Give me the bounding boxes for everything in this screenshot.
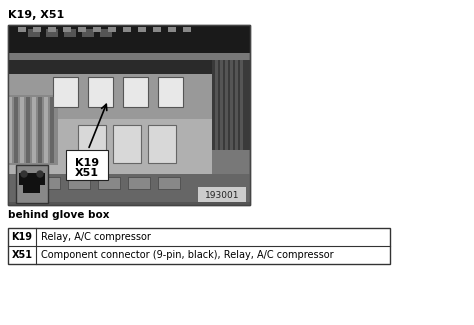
- Bar: [38, 97, 42, 163]
- Bar: [8, 95, 58, 165]
- Bar: [33, 27, 41, 32]
- Bar: [225, 60, 228, 150]
- Bar: [48, 27, 56, 32]
- Bar: [158, 177, 180, 189]
- Bar: [78, 27, 86, 32]
- Text: 193001: 193001: [205, 190, 239, 200]
- Bar: [46, 29, 58, 37]
- Bar: [138, 27, 146, 32]
- Bar: [68, 177, 90, 189]
- Bar: [64, 29, 76, 37]
- Bar: [8, 228, 390, 264]
- Text: Relay, A/C compressor: Relay, A/C compressor: [41, 232, 151, 242]
- Bar: [113, 125, 141, 163]
- Text: K19: K19: [11, 232, 33, 242]
- Circle shape: [21, 171, 27, 177]
- Circle shape: [37, 171, 43, 177]
- Bar: [82, 29, 94, 37]
- Bar: [198, 187, 246, 202]
- Bar: [20, 97, 24, 163]
- Bar: [38, 177, 60, 189]
- Bar: [100, 29, 112, 37]
- Bar: [8, 119, 212, 174]
- Bar: [212, 60, 250, 150]
- Bar: [32, 97, 36, 163]
- Bar: [148, 125, 176, 163]
- Bar: [8, 202, 250, 205]
- Bar: [28, 29, 40, 37]
- Bar: [63, 27, 71, 32]
- Bar: [230, 60, 233, 150]
- Text: K19: K19: [75, 158, 99, 168]
- Bar: [240, 60, 243, 150]
- Text: K19, X51: K19, X51: [8, 10, 64, 20]
- Bar: [8, 174, 250, 202]
- Bar: [128, 177, 150, 189]
- Bar: [215, 60, 218, 150]
- Bar: [8, 74, 250, 119]
- Text: Component connector (9-pin, black), Relay, A/C compressor: Component connector (9-pin, black), Rela…: [41, 250, 334, 260]
- Bar: [26, 97, 30, 163]
- Bar: [78, 125, 106, 163]
- Bar: [8, 25, 250, 53]
- Bar: [8, 97, 12, 163]
- Bar: [19, 173, 45, 185]
- Bar: [123, 77, 148, 107]
- Bar: [123, 27, 131, 32]
- Bar: [23, 183, 40, 193]
- Bar: [44, 97, 48, 163]
- Bar: [8, 25, 250, 205]
- Text: X51: X51: [75, 168, 99, 178]
- Bar: [18, 27, 26, 32]
- Bar: [93, 27, 101, 32]
- Bar: [14, 97, 18, 163]
- Bar: [158, 77, 183, 107]
- Bar: [50, 97, 54, 163]
- Bar: [88, 77, 113, 107]
- Bar: [235, 60, 238, 150]
- Bar: [8, 60, 250, 74]
- Bar: [220, 60, 223, 150]
- Bar: [53, 77, 78, 107]
- Bar: [183, 27, 191, 32]
- Bar: [153, 27, 161, 32]
- Bar: [8, 25, 250, 205]
- Text: X51: X51: [11, 250, 33, 260]
- Bar: [168, 27, 176, 32]
- Bar: [98, 177, 120, 189]
- Bar: [108, 27, 116, 32]
- Text: behind glove box: behind glove box: [8, 210, 109, 220]
- Bar: [66, 150, 108, 180]
- Bar: [16, 165, 48, 203]
